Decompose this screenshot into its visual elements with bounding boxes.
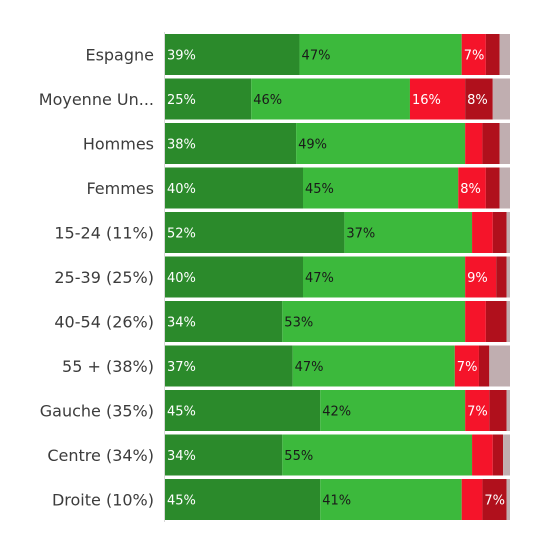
category-label: Hommes — [83, 135, 154, 154]
category-label: Femmes — [86, 179, 154, 198]
bar-segment — [492, 78, 510, 120]
data-label: 38% — [167, 138, 196, 153]
bar-segment — [282, 301, 466, 342]
data-label: 49% — [298, 138, 327, 153]
data-label: 8% — [467, 93, 488, 108]
bar-segment — [320, 390, 466, 431]
bar-segment — [478, 345, 490, 387]
bar-segment — [320, 479, 462, 520]
bar-segment — [482, 123, 500, 164]
bar-segment — [499, 34, 510, 75]
bar-segment — [458, 167, 486, 209]
bar-segment — [165, 479, 321, 520]
data-label: 47% — [302, 49, 331, 64]
data-label: 45% — [167, 405, 196, 420]
data-label: 7% — [464, 49, 485, 64]
bar-segment — [503, 434, 510, 476]
bar-segment — [492, 434, 504, 476]
data-label: 40% — [167, 271, 196, 286]
bar-segment — [485, 167, 500, 209]
data-label: 52% — [167, 227, 196, 242]
bar-segment — [506, 479, 510, 520]
category-label: Espagne — [85, 46, 154, 65]
data-label: 46% — [253, 93, 282, 108]
data-label: 37% — [167, 360, 196, 375]
bar-segment — [165, 123, 297, 164]
bar-segment — [251, 78, 410, 120]
bar-segment — [454, 345, 479, 387]
data-label: 34% — [167, 316, 196, 331]
data-label: 47% — [295, 360, 324, 375]
data-label: 7% — [484, 494, 505, 509]
bar-segment — [465, 390, 490, 431]
data-label: 55% — [284, 449, 313, 464]
bar-segment — [485, 301, 507, 342]
bar-segment — [303, 167, 459, 209]
data-label: 39% — [167, 49, 196, 64]
bar-segment — [506, 256, 510, 298]
bar-segment — [282, 434, 473, 476]
bar-segment — [344, 212, 473, 253]
category-label: Moyenne Un... — [39, 90, 154, 109]
bar-segment — [461, 479, 483, 520]
data-label: 37% — [346, 227, 375, 242]
bar-segment — [499, 167, 510, 209]
bar-segment — [303, 256, 466, 298]
bar-segment — [165, 34, 300, 75]
bar-segment — [472, 434, 493, 476]
bar-segment — [165, 301, 283, 342]
data-label: 7% — [467, 405, 488, 420]
bar-segment — [499, 123, 510, 164]
bar-segment — [165, 345, 293, 387]
data-label: 42% — [322, 405, 351, 420]
bar-segment — [165, 256, 303, 298]
bar-segment — [465, 256, 497, 298]
bar-segment — [489, 390, 507, 431]
category-label: 55 + (38%) — [62, 357, 154, 376]
data-label: 45% — [305, 182, 334, 197]
category-label: 40-54 (26%) — [54, 313, 154, 332]
bar-segment — [165, 390, 321, 431]
bar-segment — [489, 345, 510, 387]
bar-segment — [506, 212, 510, 253]
bar-segment — [165, 167, 303, 209]
bar-segment — [465, 123, 483, 164]
data-label: 41% — [322, 494, 351, 509]
data-label: 16% — [412, 93, 441, 108]
data-label: 9% — [467, 271, 488, 286]
bar-segment — [506, 301, 510, 342]
bar-segment — [292, 345, 455, 387]
category-label: 25-39 (25%) — [54, 268, 154, 287]
bar-segment — [461, 34, 486, 75]
bar-segment — [299, 34, 462, 75]
category-label: Centre (34%) — [47, 446, 154, 465]
bar-segment — [472, 212, 493, 253]
category-label: 15-24 (11%) — [54, 224, 154, 243]
bar-segment — [485, 34, 500, 75]
data-label: 53% — [284, 316, 313, 331]
bar-segment — [465, 78, 493, 120]
data-label: 47% — [305, 271, 334, 286]
bar-segment — [492, 212, 507, 253]
bar-segment — [506, 390, 510, 431]
category-label: Gauche (35%) — [40, 402, 154, 421]
data-label: 45% — [167, 494, 196, 509]
data-label: 7% — [457, 360, 478, 375]
bar-segment — [296, 123, 466, 164]
bar-segment — [165, 212, 345, 253]
data-label: 8% — [460, 182, 481, 197]
bar-segment — [409, 78, 466, 120]
bar-segment — [465, 301, 486, 342]
bar-segment — [165, 434, 283, 476]
category-label: Droite (10%) — [52, 491, 154, 510]
data-label: 25% — [167, 93, 196, 108]
bar-segment — [496, 256, 507, 298]
bar-segment — [482, 479, 507, 520]
bar-segment — [165, 78, 252, 120]
data-label: 40% — [167, 182, 196, 197]
data-label: 34% — [167, 449, 196, 464]
